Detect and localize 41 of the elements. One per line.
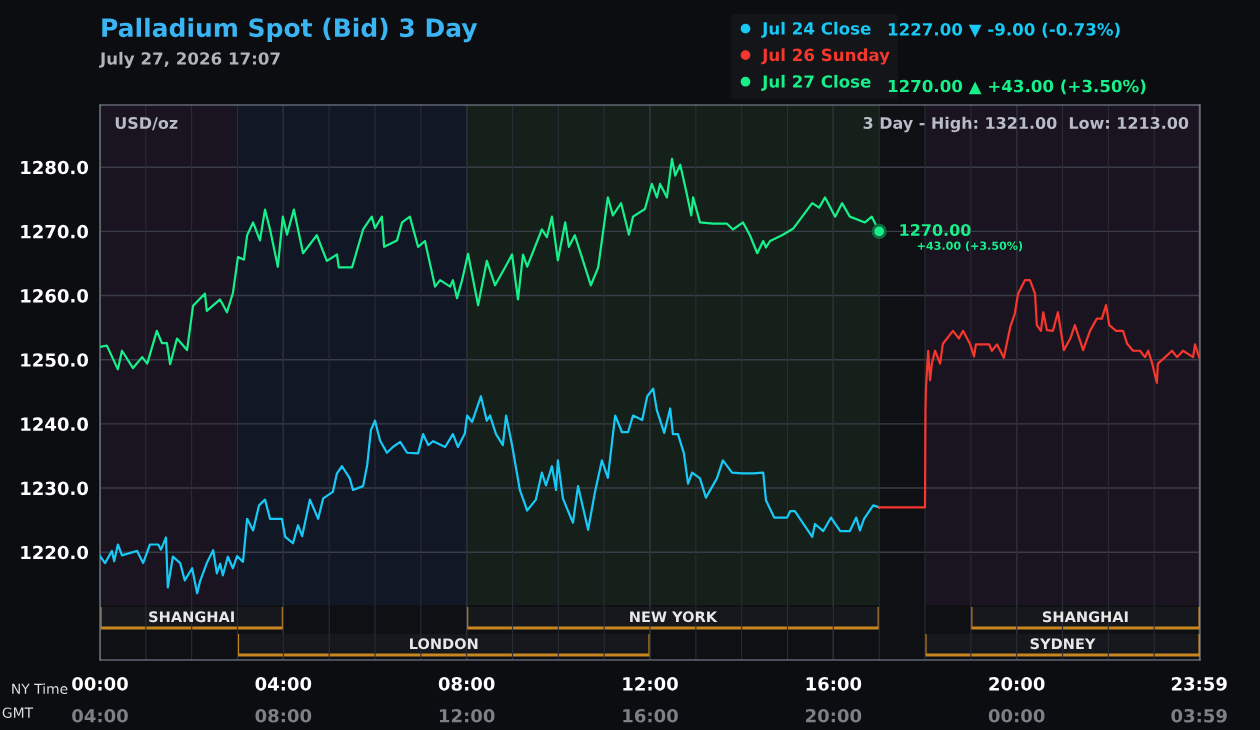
y-tick-label: 1260.0 <box>21 289 89 303</box>
annotation: 1270.00 <box>900 223 971 237</box>
x-tick-label: 20:00 <box>989 676 1045 691</box>
line-series <box>100 387 881 595</box>
text: 1227.00 ▼ -9.00 (-0.73%) <box>888 22 1120 38</box>
x2-tick-label: 16:00 <box>623 708 678 723</box>
band-label: SHANGHAI <box>1042 611 1128 623</box>
y-tick-label: 1280.0 <box>21 160 89 175</box>
x2-tick-label: 08:00 <box>255 708 312 723</box>
x-tick-label: 16:00 <box>806 676 862 691</box>
line-series <box>878 279 1200 509</box>
band-label: LONDON <box>410 638 478 650</box>
text: 1270.00 ▲ +43.00 (+3.50%) <box>888 79 1146 95</box>
legend-label: Jul 27 Close <box>761 74 871 91</box>
x-tick-label: 12:00 <box>623 676 678 691</box>
band-label: SYDNEY <box>1030 638 1096 650</box>
x-tick-label: 04:00 <box>255 676 312 691</box>
band-label: NEW YORK <box>630 611 718 623</box>
annotation: 3 Day - High: 1321.00 Low: 1213.00 <box>863 116 1189 133</box>
y-tick-label: 1270.0 <box>21 224 89 239</box>
x2-axis-title: GMT <box>2 707 34 718</box>
x-tick-label: 08:00 <box>438 676 495 691</box>
y-tick-label: 1220.0 <box>21 545 89 560</box>
x2-tick-label: 12:00 <box>439 708 495 723</box>
x2-tick-label: 00:00 <box>988 708 1045 723</box>
legend-label: Jul 26 Sunday <box>761 48 890 65</box>
x2-tick-label: 03:59 <box>1171 708 1227 723</box>
y-tick-label: 1240.0 <box>21 417 89 431</box>
x2-tick-label: 04:00 <box>72 708 128 723</box>
x-axis-title: NY Time <box>12 683 68 695</box>
x-tick-label: 23:59 <box>1171 676 1227 691</box>
band-label: SHANGHAI <box>149 611 234 623</box>
chart-title: Palladium Spot (Bid) 3 Day <box>102 17 478 43</box>
chart-subtitle: July 27, 2026 17:07 <box>99 51 280 69</box>
x2-tick-label: 20:00 <box>806 708 862 723</box>
y-tick-label: 1250.0 <box>21 353 89 367</box>
y-tick-label: 1230.0 <box>21 481 89 496</box>
annotation: +43.00 (+3.50%) <box>917 241 1023 252</box>
x-tick-label: 00:00 <box>72 676 128 691</box>
legend-label: Jul 24 Close <box>761 21 871 38</box>
annotation: USD/oz <box>115 116 178 131</box>
